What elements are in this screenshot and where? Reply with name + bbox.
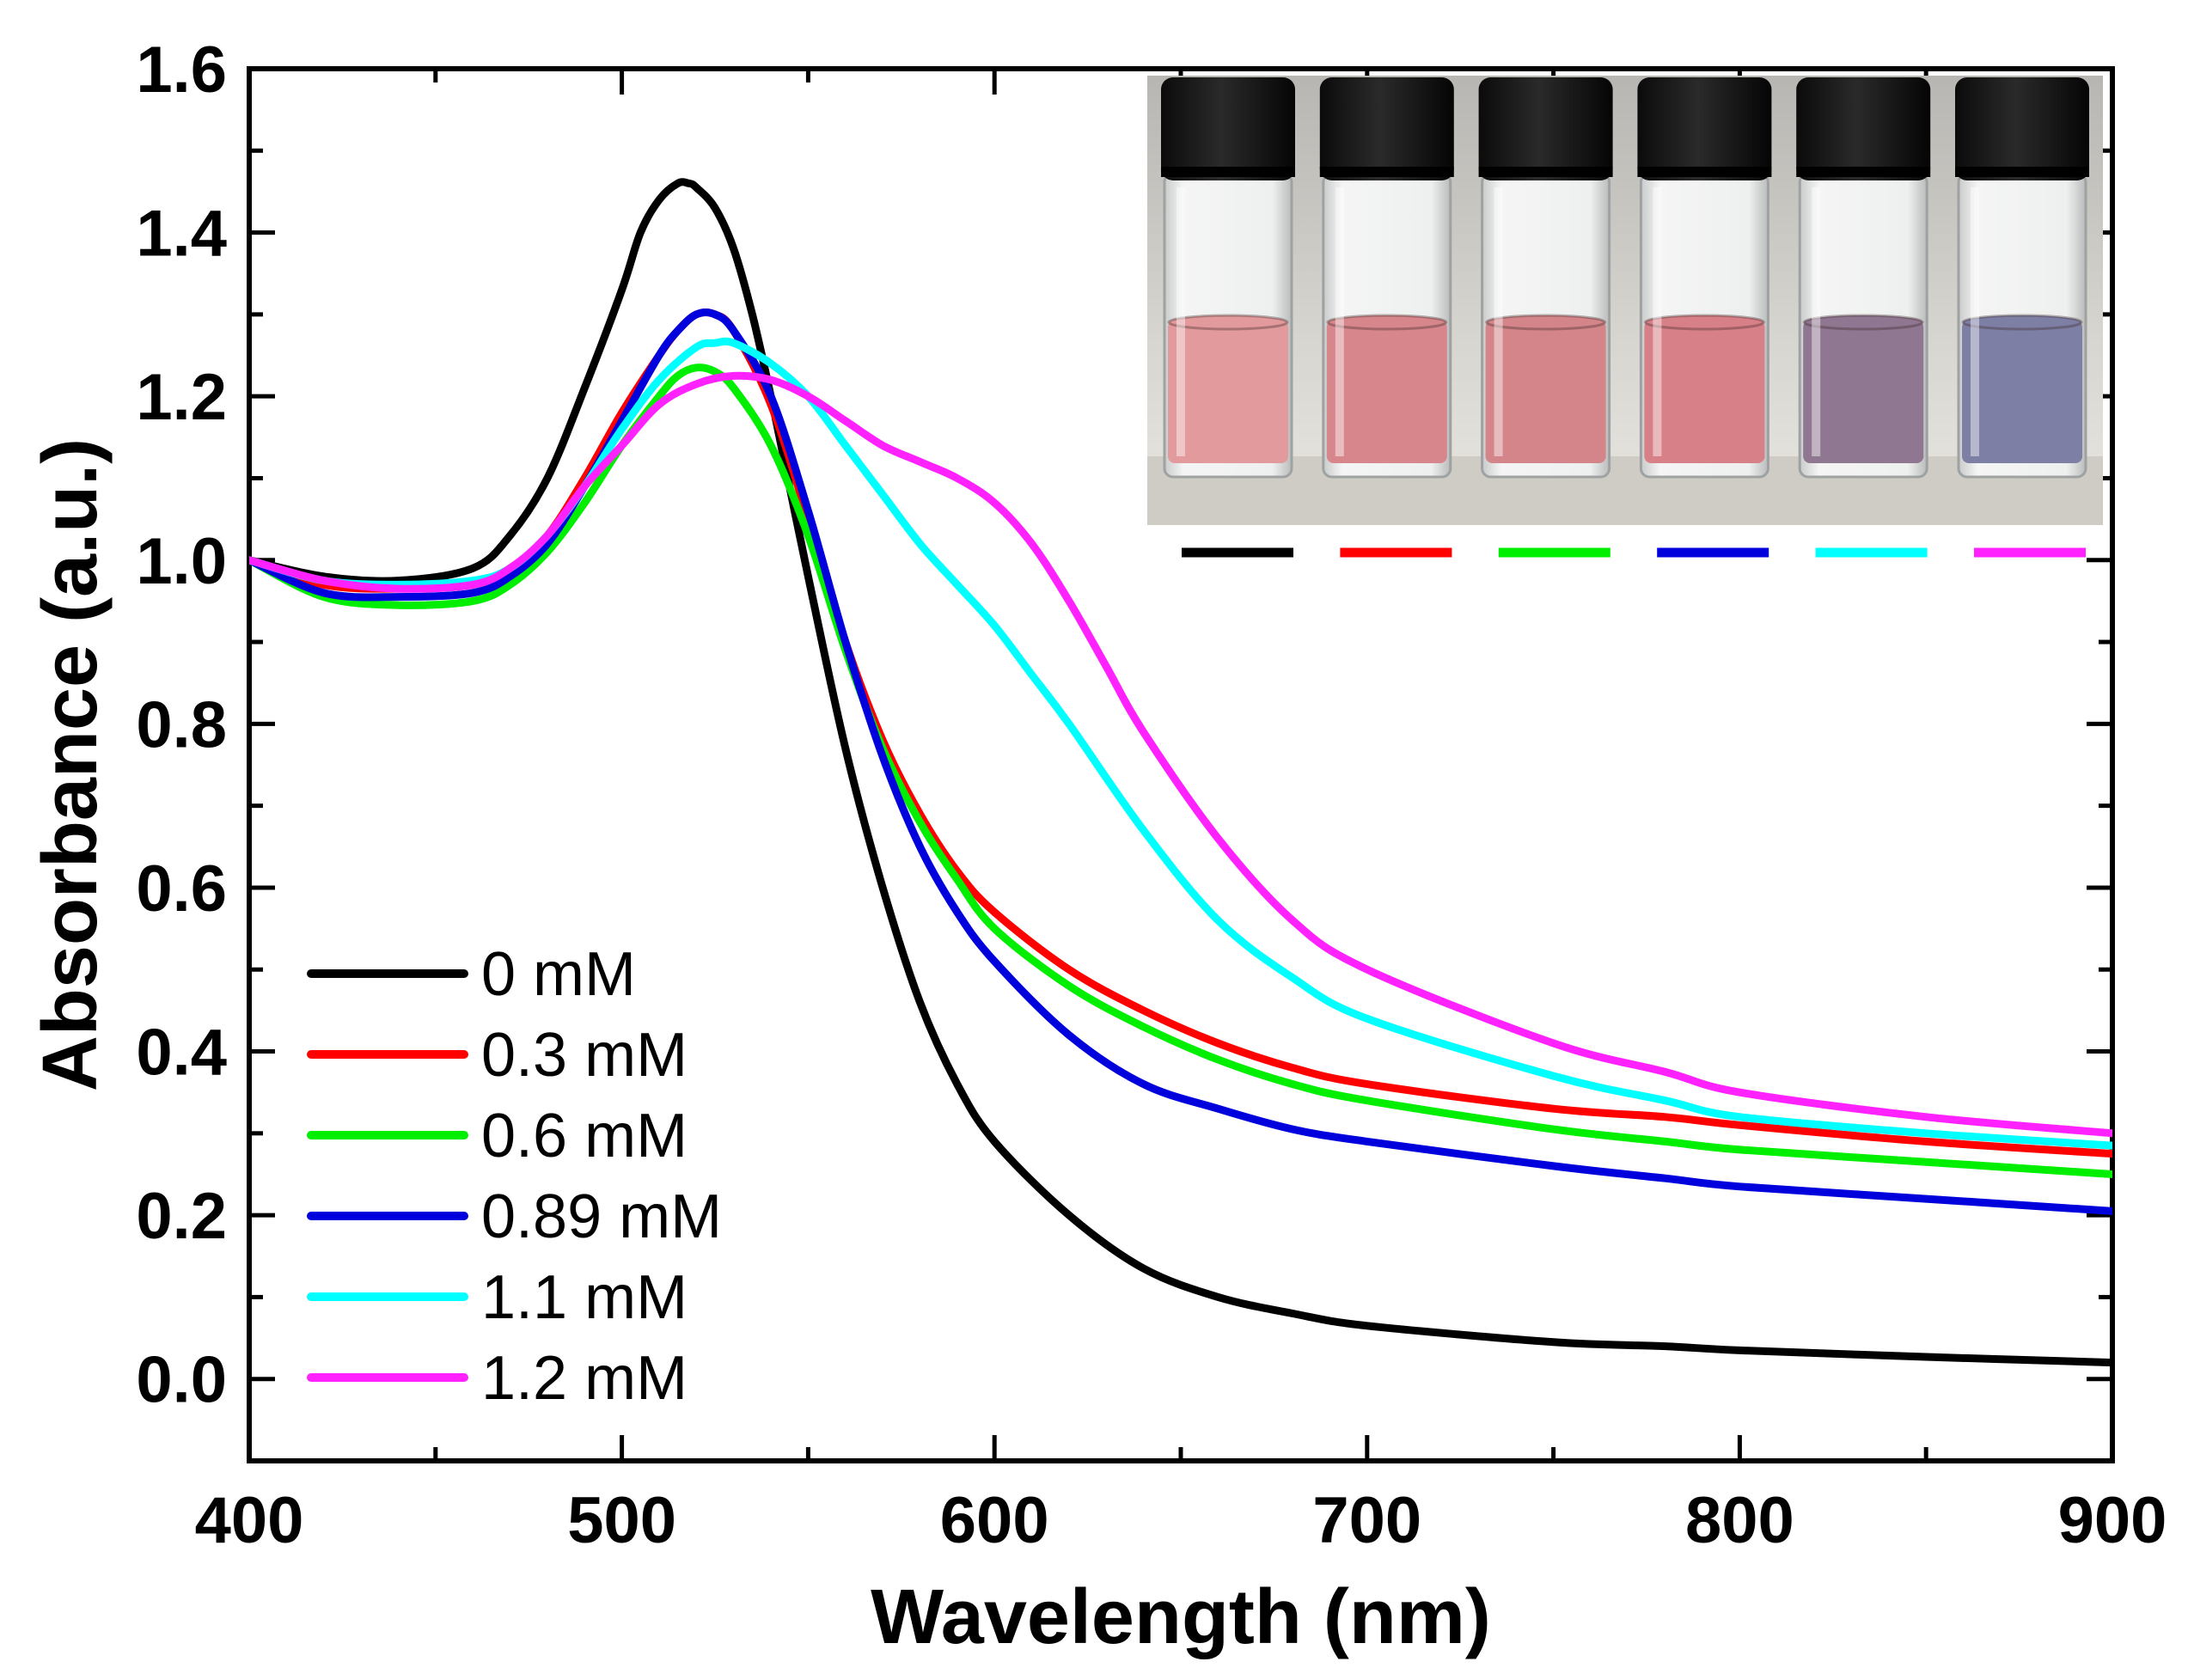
vial bbox=[1478, 77, 1613, 479]
vial-cap bbox=[1478, 77, 1613, 180]
y-axis-title: Absorbance (a.u.) bbox=[28, 438, 113, 1091]
vial-cap-rim bbox=[1955, 167, 2089, 177]
y-tick-label: 0.6 bbox=[136, 852, 227, 926]
vial-meniscus bbox=[1326, 314, 1448, 331]
legend-label: 1.2 mM bbox=[481, 1344, 688, 1413]
legend-label: 1.1 mM bbox=[481, 1263, 688, 1332]
inset-photo bbox=[1147, 76, 2103, 558]
y-tick-label: 1.6 bbox=[136, 34, 227, 107]
inset-background bbox=[1147, 76, 2103, 525]
vial-highlight bbox=[1335, 187, 1344, 456]
vial bbox=[1161, 77, 1295, 479]
vial-cap-rim bbox=[1161, 167, 1295, 177]
legend-label: 0 mM bbox=[481, 940, 636, 1009]
vial-meniscus bbox=[1485, 314, 1607, 331]
x-axis-title: Wavelength (nm) bbox=[871, 1574, 1491, 1660]
vial-cap bbox=[1955, 77, 2089, 180]
vial-cap bbox=[1637, 77, 1772, 180]
x-tick-label: 800 bbox=[1685, 1484, 1794, 1557]
y-tick-label: 0.8 bbox=[136, 688, 227, 761]
vial bbox=[1955, 77, 2089, 479]
vial bbox=[1319, 77, 1454, 479]
vial-highlight bbox=[1494, 187, 1503, 456]
vial-highlight bbox=[1653, 187, 1662, 456]
vial-liquid bbox=[1962, 321, 2082, 463]
axes: 400 500 600 700 800 900 0.0 0.2 0.4 0.6 0.8 1.0 1.2 1… bbox=[136, 34, 2167, 1557]
vial-highlight bbox=[1177, 187, 1185, 456]
vial-liquid bbox=[1803, 321, 1924, 463]
vial-cap bbox=[1796, 77, 1931, 180]
vial-cap-rim bbox=[1796, 167, 1931, 177]
y-tick-label: 1.2 bbox=[136, 361, 227, 434]
legend: 0 mM 0.3 mM 0.6 mM 0.89 mM 1.1 mM 1.2 mM bbox=[307, 940, 722, 1413]
vial-meniscus bbox=[1802, 314, 1924, 331]
vial-meniscus bbox=[1167, 314, 1289, 331]
vial-meniscus bbox=[1961, 314, 2083, 331]
legend-label: 0.3 mM bbox=[481, 1021, 688, 1090]
x-tick-label: 900 bbox=[2058, 1484, 2167, 1557]
series-layer bbox=[249, 178, 2112, 1367]
vial-cap-rim bbox=[1319, 167, 1454, 177]
vial-highlight bbox=[1812, 187, 1821, 456]
series-line-1-2-mm bbox=[249, 371, 2112, 1138]
x-tick-label: 500 bbox=[567, 1484, 676, 1557]
vial bbox=[1796, 77, 1931, 479]
vial bbox=[1637, 77, 1772, 479]
y-tick-label: 1.0 bbox=[136, 525, 227, 598]
legend-label: 0.89 mM bbox=[481, 1182, 722, 1251]
vial-liquid bbox=[1168, 321, 1288, 463]
vial-highlight bbox=[1971, 187, 1979, 456]
y-tick-label: 0.4 bbox=[136, 1017, 227, 1090]
legend-label: 0.6 mM bbox=[481, 1102, 688, 1170]
inset-table bbox=[1147, 456, 2103, 525]
vial-cap-rim bbox=[1478, 167, 1613, 177]
vial-liquid bbox=[1485, 321, 1606, 463]
series-line-0-mm bbox=[249, 178, 2112, 1367]
vial-cap bbox=[1161, 77, 1295, 180]
x-tick-label: 400 bbox=[195, 1484, 304, 1557]
y-tick-label: 0.0 bbox=[136, 1344, 227, 1417]
vial-liquid bbox=[1326, 321, 1447, 463]
vial-cap bbox=[1319, 77, 1454, 180]
vial-cap-rim bbox=[1637, 167, 1772, 177]
vial-liquid bbox=[1644, 321, 1765, 463]
x-tick-label: 600 bbox=[940, 1484, 1049, 1557]
vial-meniscus bbox=[1643, 314, 1765, 331]
y-tick-label: 0.2 bbox=[136, 1180, 227, 1253]
x-tick-label: 700 bbox=[1312, 1484, 1421, 1557]
y-tick-label: 1.4 bbox=[136, 198, 227, 271]
